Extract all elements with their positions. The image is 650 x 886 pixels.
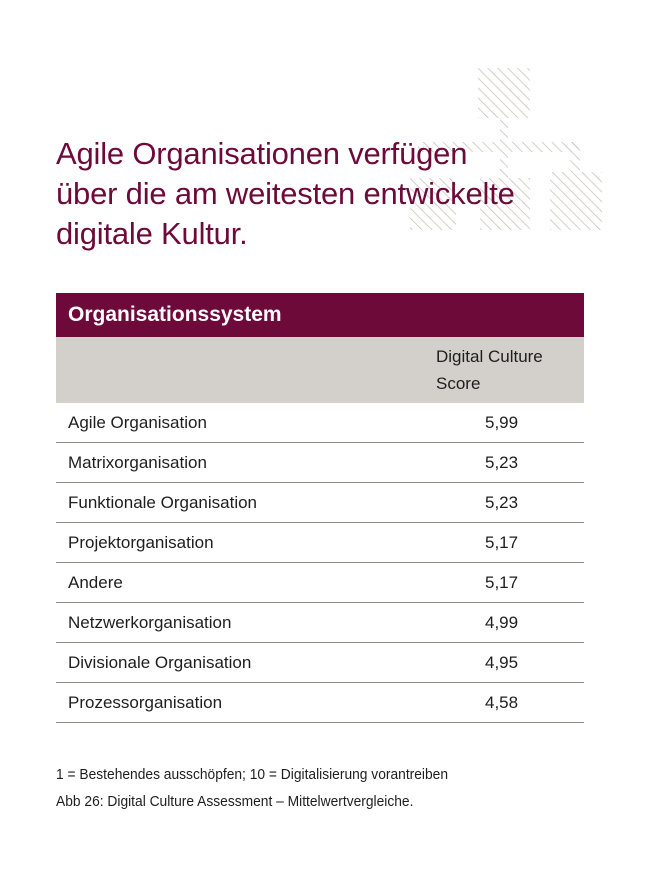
table-row: Projektorganisation 5,17	[56, 523, 584, 563]
row-score: 5,23	[485, 453, 519, 472]
table-title: Organisationssystem	[56, 293, 584, 337]
headline-line-1: Agile Organisationen verfügen	[56, 136, 468, 171]
row-name: Netzwerkorganisation	[68, 613, 232, 632]
row-name: Divisionale Organisation	[68, 653, 252, 672]
table-row: Funktionale Organisation 5,23	[56, 483, 584, 523]
score-header-line-2: Score	[436, 374, 481, 393]
table-row: Prozessorganisation 4,58	[56, 683, 584, 723]
row-score: 4,99	[485, 613, 519, 632]
table-row: Andere 5,17	[56, 563, 584, 603]
column-header-band: Digital Culture Score	[56, 337, 584, 403]
table-row: Netzwerkorganisation 4,99	[56, 603, 584, 643]
hatched-org-chart-icon	[410, 68, 602, 230]
row-score: 5,99	[485, 413, 519, 432]
row-name: Projektorganisation	[68, 533, 214, 552]
row-score: 4,95	[485, 653, 519, 672]
row-name: Prozessorganisation	[68, 693, 223, 712]
table-row: Agile Organisation 5,99	[56, 403, 584, 443]
row-name: Matrixorganisation	[68, 453, 207, 472]
score-table: Organisationssystem Digital Culture Scor…	[56, 293, 584, 723]
score-column-header: Digital Culture Score	[436, 343, 576, 397]
scale-note: 1 = Bestehendes ausschöpfen; 10 = Digita…	[56, 766, 449, 783]
table-row: Matrixorganisation 5,23	[56, 443, 584, 483]
score-header-line-1: Digital Culture	[436, 347, 543, 366]
headline-line-2: über die am weitesten entwickelte	[56, 176, 515, 211]
row-score: 5,17	[485, 533, 519, 552]
footnote: 1 = Bestehendes ausschöpfen; 10 = Digita…	[56, 761, 448, 815]
headline-line-3: digitale Kultur.	[56, 216, 248, 251]
row-score: 4,58	[485, 693, 519, 712]
row-name: Andere	[68, 573, 123, 592]
table-row: Divisionale Organisation 4,95	[56, 643, 584, 683]
row-name: Funktionale Organisation	[68, 493, 258, 512]
page-headline: Agile Organisationen verfügen über die a…	[56, 134, 576, 254]
row-score: 5,17	[485, 573, 519, 592]
row-name: Agile Organisation	[68, 413, 207, 432]
row-score: 5,23	[485, 493, 519, 512]
figure-caption: Abb 26: Digital Culture Assessment – Mit…	[56, 793, 414, 810]
